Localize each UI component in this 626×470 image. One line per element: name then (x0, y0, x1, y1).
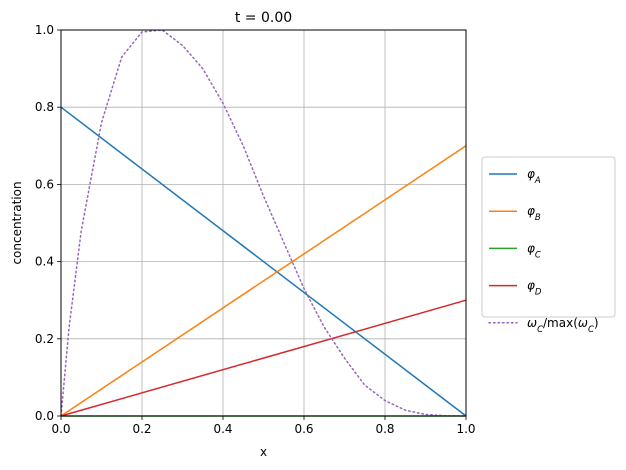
x-ticks: 0.0 0.2 0.4 0.6 0.8 1.0 (51, 416, 476, 436)
x-axis-label: x (260, 445, 267, 459)
y-tick-label: 0.4 (35, 255, 54, 269)
x-tick-label: 0.2 (132, 422, 151, 436)
series-line-3 (60, 299, 467, 417)
legend-label-2: φC (527, 241, 541, 260)
y-tick-label: 0.6 (35, 177, 54, 191)
x-tick-label: 0.0 (51, 422, 70, 436)
x-tick-label: 0.6 (294, 422, 313, 436)
y-tick-label: 0.2 (35, 332, 54, 346)
y-tick-label: 0.8 (35, 100, 54, 114)
series-lines (60, 29, 467, 417)
legend: φA φB φC φD ωC/max(ωC) (481, 156, 616, 335)
legend-label-0: φA (527, 167, 541, 186)
legend-label-3: φD (527, 279, 542, 298)
x-tick-label: 0.4 (213, 422, 232, 436)
legend-label-4: ωC/max(ωC) (527, 316, 599, 335)
y-tick-label: 1.0 (35, 23, 54, 37)
y-ticks: 0.0 0.2 0.4 0.6 0.8 1.0 (35, 23, 61, 423)
legend-box (481, 156, 616, 318)
x-tick-label: 0.8 (375, 422, 394, 436)
x-tick-label: 1.0 (456, 422, 475, 436)
series-line-0 (60, 106, 467, 417)
series-line-1 (60, 145, 467, 417)
chart-title: t = 0.00 (235, 10, 292, 26)
y-axis-label: concentration (10, 181, 24, 264)
plot-frame (60, 29, 467, 417)
y-tick-label: 0.0 (35, 409, 54, 423)
legend-label-1: φB (527, 204, 541, 223)
series-line-4 (60, 29, 467, 417)
